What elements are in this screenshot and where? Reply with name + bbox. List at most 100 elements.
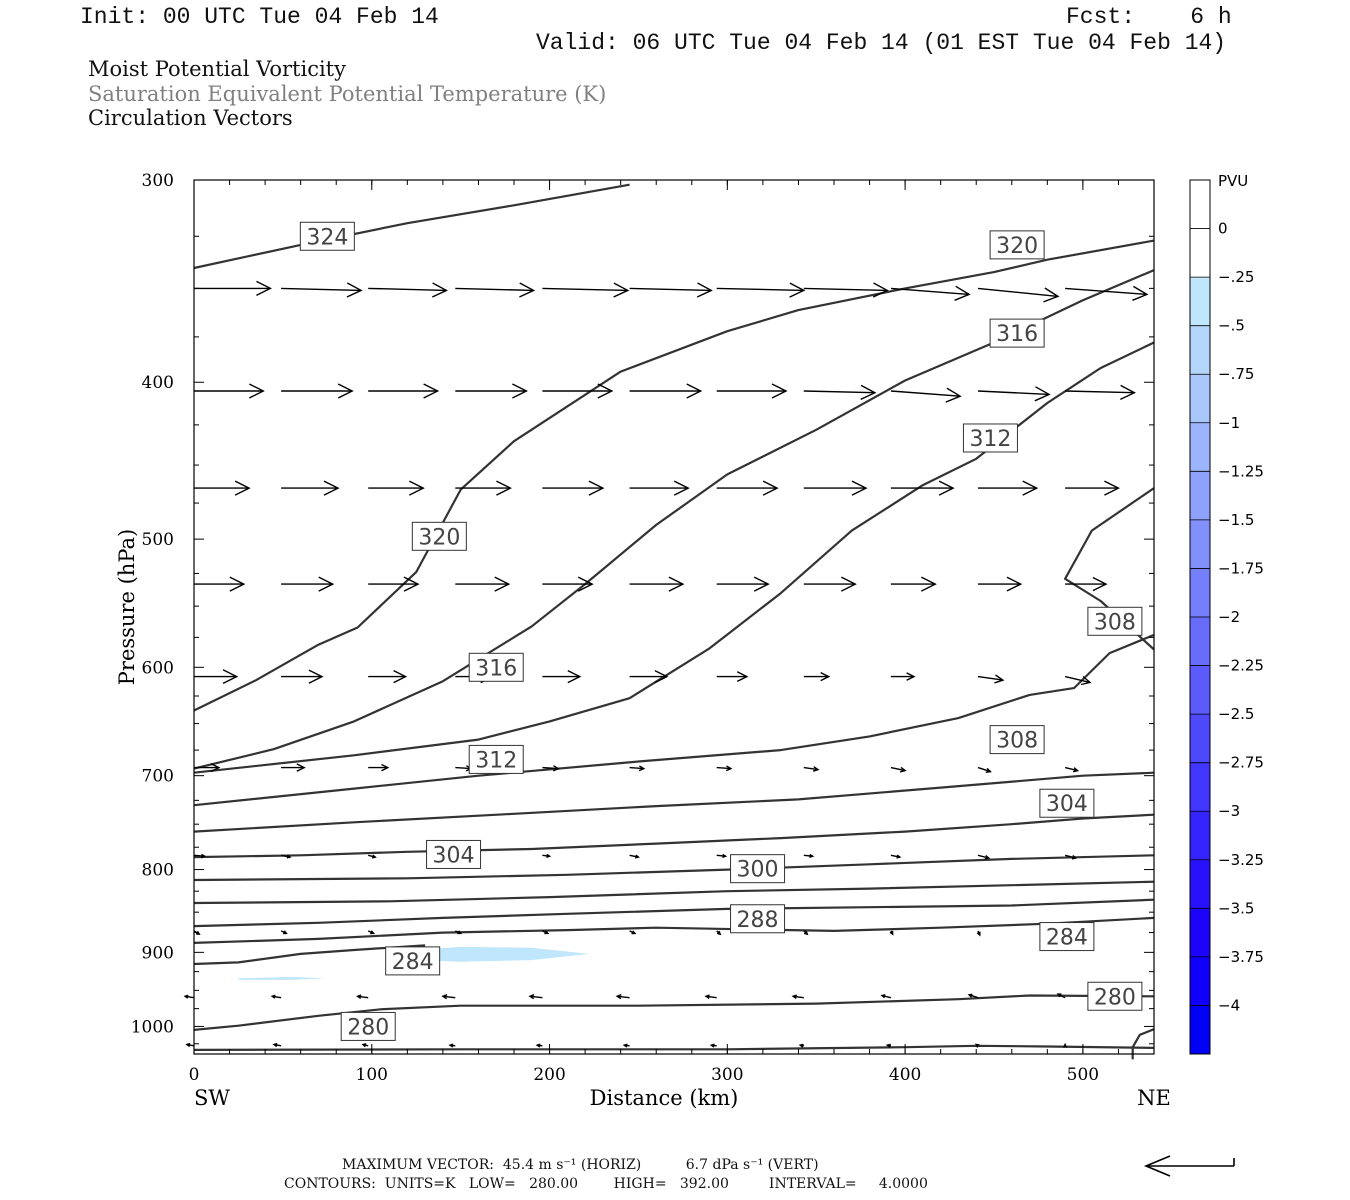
contour-label-324-0: 324 bbox=[299, 221, 355, 251]
colorbar-tick-label: −1.25 bbox=[1218, 462, 1264, 480]
contour-label-304-9: 304 bbox=[1039, 788, 1095, 818]
x-tick-label: 500 bbox=[1067, 1065, 1099, 1085]
vector-shaft bbox=[977, 287, 1059, 298]
contour-label-box bbox=[989, 230, 1045, 260]
colorbar-frame bbox=[1189, 179, 1211, 1055]
colorbar-tick-label: −.25 bbox=[1218, 268, 1254, 286]
colorbar-swatch bbox=[1190, 1005, 1210, 1055]
vector-arrow bbox=[368, 854, 377, 859]
vector-head bbox=[528, 994, 535, 1000]
vector-arrow bbox=[542, 576, 594, 592]
vector-arrow bbox=[455, 282, 536, 298]
pv-shading-layer bbox=[238, 946, 589, 980]
contour-label-box bbox=[1087, 606, 1143, 636]
field-title-vectors: Circulation Vectors bbox=[88, 106, 293, 130]
vector-head bbox=[906, 672, 916, 681]
vector-arrow bbox=[368, 669, 408, 684]
vector-shaft bbox=[716, 766, 731, 770]
vector-head bbox=[613, 282, 630, 298]
vector-arrow bbox=[368, 480, 425, 496]
colorbar-tick-label: −2.5 bbox=[1218, 705, 1254, 723]
contour-label-284-16: 284 bbox=[1039, 922, 1095, 952]
contour-label-box bbox=[468, 744, 524, 774]
vector-head bbox=[716, 930, 722, 936]
footer-max-vector: MAXIMUM VECTOR: 45.4 m s⁻¹ (HORIZ) 6.7 d… bbox=[342, 1157, 819, 1173]
vector-head bbox=[597, 383, 614, 399]
vector-head bbox=[840, 576, 857, 592]
theta-contour-284-17 bbox=[193, 944, 426, 966]
vector-head bbox=[1132, 285, 1149, 301]
vector-arrow bbox=[803, 853, 815, 859]
vector-arrow bbox=[281, 480, 340, 496]
contour-label-316-3: 316 bbox=[468, 652, 524, 682]
vector-arrow bbox=[542, 765, 560, 772]
vector-head bbox=[283, 930, 288, 935]
theta-contour-288-15 bbox=[193, 916, 1155, 944]
vector-arrow bbox=[455, 576, 511, 592]
vector-head bbox=[1104, 480, 1120, 496]
colorbar: PVU 0 −.25 −.5 −.75 −1 −1.25 −1.5 −1.75 −2 −2.25 −2… bbox=[1189, 172, 1264, 1055]
vector-head bbox=[994, 674, 1005, 684]
vector-head bbox=[296, 763, 306, 772]
colorbar-swatch bbox=[1190, 714, 1210, 763]
colorbar-tick-label: −.75 bbox=[1218, 365, 1254, 383]
vector-arrow bbox=[1056, 993, 1066, 999]
vector-head bbox=[851, 480, 868, 496]
vector-head bbox=[812, 766, 820, 772]
vector-arrow bbox=[194, 669, 239, 685]
vector-head bbox=[954, 285, 971, 301]
vector-arrow bbox=[890, 480, 955, 496]
vector-shaft bbox=[357, 995, 369, 999]
vector-head bbox=[588, 480, 605, 496]
vector-head bbox=[210, 762, 221, 773]
vector-arrow bbox=[542, 480, 605, 496]
colorbar-tick-label: −3.25 bbox=[1218, 851, 1264, 869]
reference-vector-head bbox=[1143, 1155, 1171, 1177]
vector-shaft bbox=[803, 287, 888, 292]
vector-head bbox=[577, 576, 594, 592]
theta-contour-320-1 bbox=[193, 239, 1155, 712]
colorbar-swatch bbox=[1190, 471, 1210, 521]
vector-head bbox=[200, 853, 207, 859]
vector-head bbox=[896, 854, 902, 859]
vector-arrow bbox=[890, 576, 937, 592]
vector-head bbox=[631, 930, 637, 935]
vector-head bbox=[771, 383, 788, 399]
vector-head bbox=[791, 994, 798, 999]
x-tick-label: 0 bbox=[189, 1065, 200, 1085]
contour-label-320-2: 320 bbox=[989, 230, 1045, 260]
vector-head bbox=[1043, 287, 1060, 303]
vector-arrow bbox=[535, 1043, 543, 1048]
left-end-label: SW bbox=[194, 1086, 230, 1110]
vector-head bbox=[696, 282, 713, 298]
contour-label-text: 312 bbox=[969, 427, 1011, 452]
vector-arrow bbox=[194, 762, 221, 773]
vector-arrow bbox=[1065, 384, 1136, 401]
contour-label-box bbox=[1039, 922, 1095, 952]
vector-head bbox=[346, 282, 363, 298]
vector-head bbox=[256, 280, 272, 297]
vector-shaft bbox=[977, 675, 1003, 681]
contour-label-280-18: 280 bbox=[340, 1011, 396, 1041]
vector-head bbox=[544, 930, 550, 935]
contour-label-text: 304 bbox=[1046, 792, 1088, 817]
y-tick-label: 700 bbox=[142, 767, 174, 787]
vector-head bbox=[381, 763, 390, 772]
vector-arrow bbox=[803, 384, 877, 401]
contour-label-box bbox=[730, 904, 786, 934]
vector-shaft bbox=[793, 995, 804, 999]
colorbar-swatch bbox=[1190, 277, 1210, 326]
colorbar-tick-label: −3.75 bbox=[1218, 948, 1264, 966]
vector-head bbox=[1056, 993, 1062, 998]
vector-arrow bbox=[977, 287, 1060, 303]
vector-shaft bbox=[977, 766, 991, 773]
contour-label-box bbox=[385, 946, 441, 976]
vector-arrow bbox=[1064, 766, 1080, 773]
contour-label-308-8: 308 bbox=[989, 725, 1045, 755]
vector-arrow bbox=[716, 671, 749, 683]
contour-label-box bbox=[1087, 981, 1143, 1011]
contour-label-box bbox=[730, 854, 786, 884]
vector-head bbox=[457, 930, 463, 935]
vector-shaft bbox=[542, 287, 628, 292]
vector-arrow bbox=[716, 765, 733, 772]
